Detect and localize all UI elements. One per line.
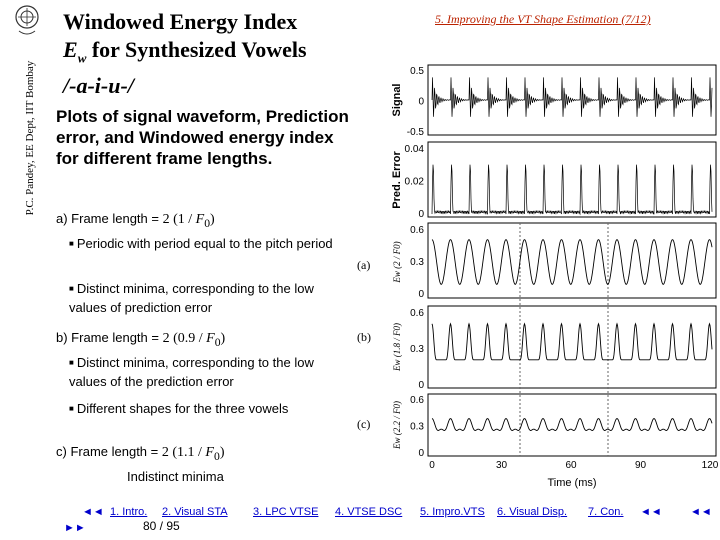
ew-b-trace (431, 322, 713, 361)
ew-b-tick: 0 (418, 380, 424, 391)
ew-a-trace (431, 239, 713, 285)
signal-tick: -0.5 (407, 127, 425, 138)
ew-c-tick: 0.6 (410, 395, 424, 406)
item-b-bullet-2: ■ Different shapes for the three vowels (69, 401, 289, 416)
x-tick-label: 0 (429, 460, 435, 471)
side-credit: P.C. Pandey, EE Dept, IIT Bombay (8, 2, 48, 232)
item-a-heading: a) Frame length = 2 (1 / F0) (56, 211, 215, 230)
nav-link-con[interactable]: 7. Con. (588, 506, 624, 518)
ew-b-tick: 0.6 (410, 308, 424, 319)
x-tick-label: 120 (702, 460, 719, 471)
ew-c-ylabel: Ew (2.2 / F0) (392, 401, 402, 450)
page-number: 80 / 95 (143, 519, 180, 533)
footer-nav: ◄◄ ►► 1. Intro. 2. Visual STA 3. LPC VTS… (0, 504, 720, 540)
ew-b-tick: 0.3 (410, 344, 424, 355)
panel-label-b: (b) (357, 330, 371, 344)
panel-label-a: (a) (357, 258, 370, 272)
ew-c-trace (431, 418, 713, 431)
title-line1: Windowed Energy Index (63, 9, 298, 34)
signal-tick: 0.5 (410, 66, 424, 77)
intro-text: Plots of signal waveform, Prediction err… (56, 107, 349, 168)
signal-ylabel: Signal (391, 83, 403, 116)
pred-ylabel: Pred. Error (391, 151, 403, 209)
title-line2: Ew for Synthesized Vowels (63, 37, 307, 66)
nav-link-lpc-vtse[interactable]: 3. LPC VTSE (253, 506, 319, 518)
item-a-bullet-2: ■ Distinct minima, corresponding to the l… (69, 281, 314, 315)
pred-tick: 0.04 (405, 144, 425, 155)
section-header-link[interactable]: 5. Improving the VT Shape Estimation (7/… (435, 12, 651, 26)
nav-prev-section[interactable]: ◄◄ (82, 506, 104, 518)
title-line3: /-a-i-u-/ (63, 73, 134, 99)
nav-link-intro[interactable]: 1. Intro. (110, 506, 148, 518)
ew-a-tick: 0.3 (410, 257, 424, 268)
pred-tick: 0.02 (405, 177, 425, 188)
item-b-bullet-1: ■ Distinct minima, corresponding to the l… (69, 355, 314, 389)
pred-error-axes (427, 141, 717, 218)
nav-next-section[interactable]: ►► (64, 522, 86, 534)
item-a-bullet-1: ■ Periodic with period equal to the pitch… (69, 236, 333, 251)
slide-title: Windowed Energy Index Ew for Synthesized… (63, 8, 393, 100)
nav-link-visual-sta[interactable]: 2. Visual STA (162, 506, 228, 518)
item-c-formula: 2 (1.1 / F0) (161, 445, 225, 463)
nav-link-impro-vts[interactable]: 5. Impro.VTS (420, 506, 485, 518)
ew-c-tick: 0.3 (410, 422, 424, 433)
ew-a-ylabel: Ew (2 / F0) (392, 241, 402, 283)
signal-trace (431, 77, 713, 117)
item-a-formula: 2 (1 / F0) (162, 212, 215, 230)
panel-label-c: (c) (357, 417, 370, 431)
ew-a-axes (427, 222, 717, 299)
nav-link-visual-disp[interactable]: 6. Visual Disp. (497, 506, 568, 518)
x-tick-label: 60 (565, 460, 577, 471)
ew-b-ylabel: Ew (1.8 / F0) (392, 323, 402, 372)
nav-prev-slide[interactable]: ◄◄ (640, 506, 662, 518)
ew-c-axes (427, 393, 717, 457)
ew-b-axes (427, 305, 717, 389)
x-axis-label: Time (ms) (547, 477, 596, 489)
ew-c-tick: 0 (418, 448, 424, 459)
item-c-note: Indistinct minima (127, 469, 224, 484)
author-credit: P.C. Pandey, EE Dept, IIT Bombay (24, 60, 36, 216)
item-b-heading: b) Frame length = 2 (0.9 / F0) (56, 330, 226, 349)
ew-a-tick: 0 (418, 289, 424, 300)
signal-tick: 0 (418, 97, 424, 108)
item-c-heading: c) Frame length = 2 (1.1 / F0) (56, 444, 225, 463)
x-tick-label: 30 (496, 460, 508, 471)
item-b-formula: 2 (0.9 / F0) (162, 331, 226, 349)
nav-link-vtse-dsc[interactable]: 4. VTSE DSC (335, 506, 403, 518)
nav-first-slide[interactable]: ◄◄ (690, 506, 712, 518)
x-tick-label: 90 (635, 460, 647, 471)
ew-a-tick: 0.6 (410, 225, 424, 236)
signal-axes (427, 64, 717, 136)
pred-error-trace (431, 164, 713, 216)
pred-tick: 0 (418, 209, 424, 220)
iit-bombay-logo (15, 5, 39, 35)
